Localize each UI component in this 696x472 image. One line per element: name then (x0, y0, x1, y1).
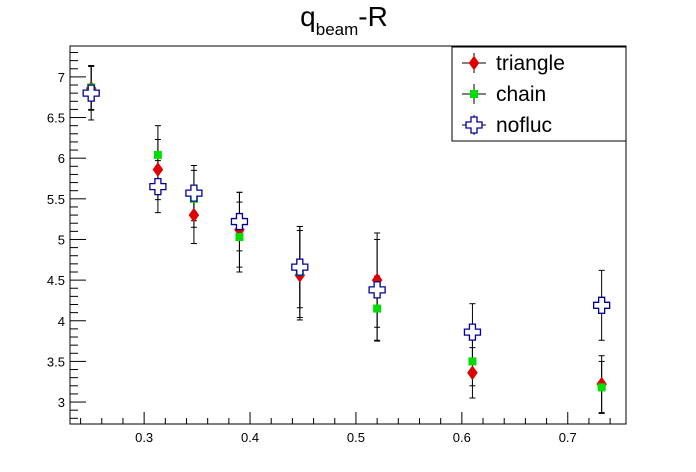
triangle-point (467, 365, 478, 381)
chain-point (468, 357, 477, 366)
legend-label-triangle: triangle (496, 52, 565, 75)
x-tick-label: 0.3 (135, 430, 153, 445)
chain-point (153, 150, 162, 159)
chain-point (235, 233, 244, 242)
chart-title: qbeam-R (300, 1, 388, 39)
nofluc-point (82, 84, 100, 102)
chain-point (597, 383, 606, 392)
nofluc-point (592, 296, 611, 314)
plot-frame (69, 45, 627, 425)
y-tick-label: 3 (58, 395, 65, 410)
x-tick-label: 0.5 (347, 430, 365, 445)
plot-frame-border (69, 45, 627, 425)
y-tick-label: 5 (58, 232, 65, 247)
nofluc-point (185, 184, 203, 202)
triangle-point (152, 162, 164, 177)
x-axis: 0.3 0.4 0.5 0.6 0.7 (80, 412, 611, 445)
triangle-point (188, 207, 200, 223)
y-tick-label: 7 (58, 70, 65, 85)
legend-label-nofluc: nofluc (496, 114, 552, 137)
y-tick-label: 5.5 (47, 192, 65, 207)
x-tick-label: 0.7 (559, 430, 577, 445)
chart-title-subscript: beam (316, 20, 359, 39)
y-tick-label: 4.5 (47, 273, 65, 288)
y-tick-label: 4 (58, 314, 65, 329)
nofluc-point (463, 323, 482, 341)
x-tick-label: 0.4 (241, 430, 259, 445)
legend-marker-chain (470, 90, 478, 98)
legend-marker-nofluc (465, 116, 483, 134)
nofluc-point (149, 177, 167, 196)
legend-label-chain: chain (496, 83, 546, 106)
chart-title-suffix: -R (358, 1, 388, 32)
legend: triangle chain nofluc (451, 46, 627, 142)
nofluc-point (368, 281, 386, 299)
legend-marker-triangle (468, 55, 480, 71)
chart-title-main: q (300, 1, 316, 32)
y-axis: 3 3.5 4 4.5 5 5.5 6 6.5 7 (47, 52, 86, 419)
y-tick-label: 3.5 (47, 354, 65, 369)
nofluc-point (230, 212, 249, 231)
chain-point (373, 304, 382, 313)
nofluc-point (291, 258, 309, 276)
data-markers (82, 80, 611, 392)
y-tick-label: 6.5 (47, 111, 65, 126)
x-tick-label: 0.6 (453, 430, 471, 445)
y-tick-label: 6 (58, 151, 65, 166)
